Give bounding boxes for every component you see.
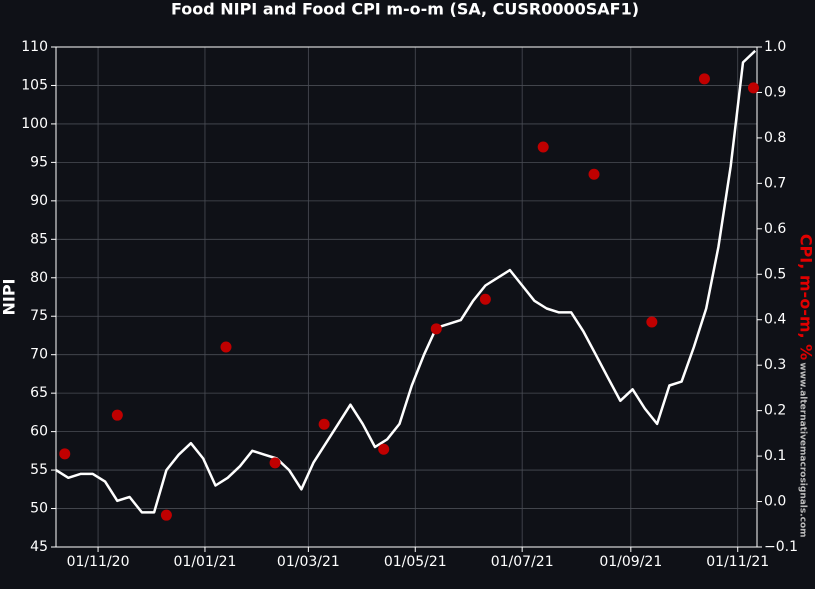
watermark: www.alternativemacrosignals.com [798, 362, 808, 537]
x-tick-label: 01/07/21 [491, 554, 554, 570]
y-tick-label: 85 [30, 231, 48, 247]
point [646, 316, 658, 328]
point [430, 323, 442, 335]
y-axis-label: NIPI [0, 278, 19, 315]
x-tick-label: 01/05/21 [384, 554, 447, 570]
y2-tick-label: 0.0 [764, 494, 786, 510]
y-tick-label: 95 [30, 154, 48, 170]
y-tick-label: 55 [30, 462, 48, 478]
x-tick-label: 01/03/21 [277, 554, 340, 570]
x-tick-label: 01/09/21 [599, 554, 662, 570]
line [55, 49, 757, 514]
y-tick-label: 65 [30, 385, 48, 401]
y2-tick-label: 0.8 [764, 130, 786, 146]
y2-tick-label: −0.1 [764, 539, 798, 555]
y-tick-label: 75 [30, 308, 48, 324]
point [479, 293, 491, 305]
y2-tick-label: 0.2 [764, 403, 786, 419]
point [318, 418, 330, 430]
y-tick-label: 100 [21, 116, 48, 132]
y2-tick-label: 0.1 [764, 448, 786, 464]
point [588, 168, 600, 180]
y2-tick-label: 0.6 [764, 221, 786, 237]
point [698, 73, 710, 85]
y2-tick-label: 0.7 [764, 175, 786, 191]
y-tick-label: 50 [30, 501, 48, 517]
plot-frame [55, 46, 758, 548]
point [378, 443, 390, 455]
y-tick-label: 45 [30, 539, 48, 555]
point [220, 341, 232, 353]
y2-tick-label: 0.5 [764, 266, 786, 282]
x-tick-label: 01/01/21 [174, 554, 237, 570]
x-tick-label: 01/11/20 [67, 554, 130, 570]
y2-tick-label: 0.9 [764, 84, 786, 100]
chart-title: Food NIPI and Food CPI m-o-m (SA, CUSR00… [171, 0, 639, 19]
y2-tick-label: 0.3 [764, 357, 786, 373]
point [269, 457, 281, 469]
y-tick-label: 60 [30, 424, 48, 440]
y2-tick-label: 1.0 [764, 39, 786, 55]
point [537, 141, 549, 153]
y-tick-label: 70 [30, 347, 48, 363]
point [111, 409, 123, 421]
y-tick-label: 105 [21, 77, 48, 93]
x-tick-label: 01/11/21 [706, 554, 769, 570]
y-tick-label: 80 [30, 270, 48, 286]
point [160, 509, 172, 521]
point [59, 448, 71, 460]
y2-axis-label: CPI, m-o-m, % [797, 234, 815, 360]
y-tick-label: 90 [30, 193, 48, 209]
y2-tick-label: 0.4 [764, 312, 786, 328]
y-tick-label: 110 [21, 39, 48, 55]
point [747, 82, 759, 94]
